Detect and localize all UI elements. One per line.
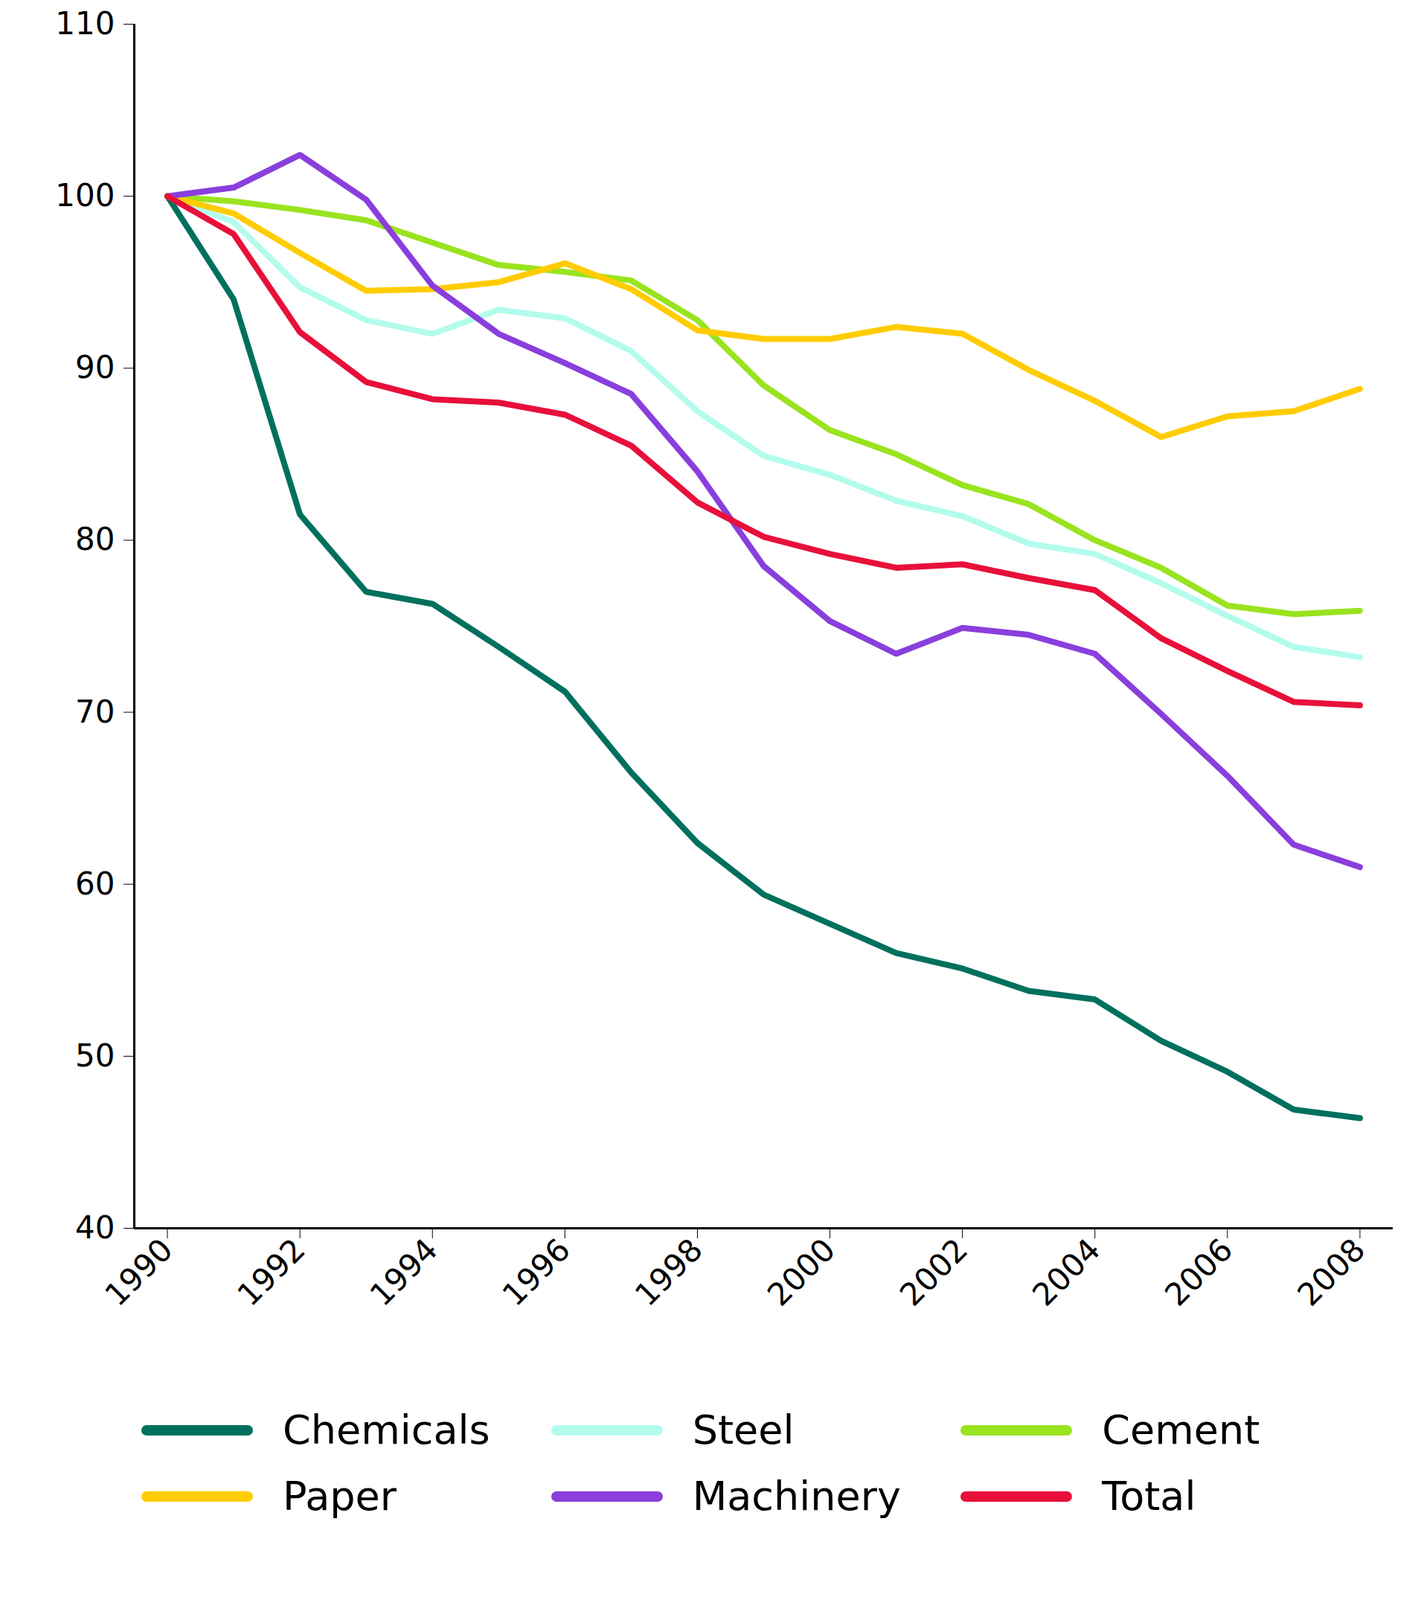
- svg-text:1998: 1998: [627, 1230, 710, 1313]
- svg-text:60: 60: [75, 865, 115, 902]
- svg-text:1990: 1990: [97, 1230, 180, 1313]
- svg-text:80: 80: [75, 520, 115, 558]
- html-text:Steel: Steel: [692, 1406, 795, 1453]
- svg-text:100: 100: [55, 177, 115, 214]
- svg-text:2002: 2002: [892, 1230, 975, 1313]
- svg-text:1996: 1996: [495, 1230, 578, 1313]
- svg-text:1994: 1994: [363, 1230, 445, 1313]
- svg-text:2004: 2004: [1025, 1230, 1108, 1313]
- html-text:Cement: Cement: [1102, 1406, 1260, 1453]
- svg-text:2006: 2006: [1157, 1230, 1240, 1313]
- svg-text:90: 90: [75, 348, 115, 386]
- svg-text:40: 40: [75, 1208, 115, 1246]
- html-text:Machinery: Machinery: [692, 1472, 901, 1520]
- svg-text:110: 110: [55, 5, 115, 42]
- html-text:Chemicals: Chemicals: [282, 1406, 491, 1453]
- html-text:Total: Total: [1102, 1472, 1196, 1520]
- svg-text:1992: 1992: [229, 1230, 312, 1313]
- svg-text:2000: 2000: [760, 1230, 843, 1313]
- svg-text:50: 50: [75, 1037, 115, 1074]
- html-text:Paper: Paper: [282, 1472, 397, 1520]
- svg-text:2008: 2008: [1290, 1230, 1372, 1313]
- svg-text:70: 70: [75, 693, 115, 730]
